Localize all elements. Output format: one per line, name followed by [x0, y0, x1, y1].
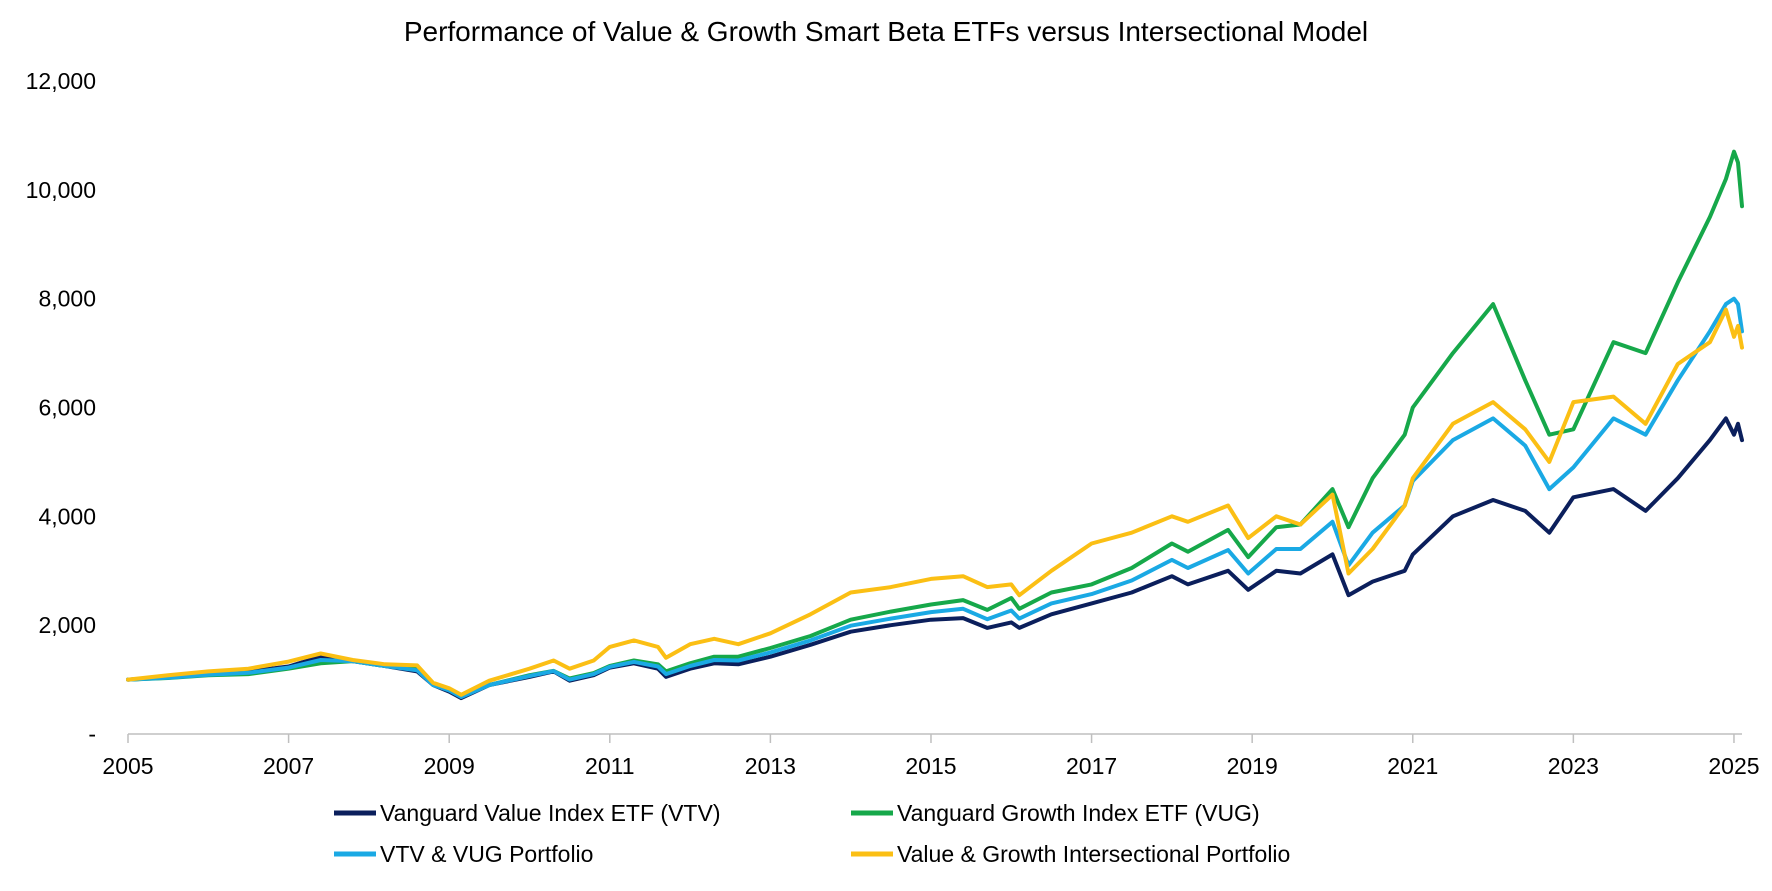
- x-tick-label: 2021: [1387, 753, 1438, 779]
- legend: Vanguard Value Index ETF (VTV) Vanguard G…: [334, 800, 1290, 867]
- legend-label-4: Value & Growth Intersectional Portfolio: [897, 841, 1290, 867]
- x-tick-label: 2025: [1708, 753, 1759, 779]
- x-tick-label: 2009: [424, 753, 475, 779]
- y-tick-label: 4,000: [38, 503, 96, 529]
- y-tick-label: 12,000: [26, 68, 96, 94]
- x-tick-label: 2023: [1548, 753, 1599, 779]
- y-tick-label: 2,000: [38, 612, 96, 638]
- x-tick-label: 2017: [1066, 753, 1117, 779]
- y-tick-label: 6,000: [38, 395, 96, 421]
- series-line-3: [126, 296, 1744, 699]
- series-line-1: [126, 416, 1744, 701]
- x-tick-label: 2011: [585, 753, 634, 779]
- legend-label-1: Vanguard Value Index ETF (VTV): [380, 800, 720, 826]
- chart-title: Performance of Value & Growth Smart Beta…: [404, 16, 1368, 47]
- x-axis-ticks: 2005 2007 2009 2011 2013 2015 2017 2019 2021 2023…: [102, 734, 1760, 779]
- x-tick-label: 2007: [263, 753, 314, 779]
- y-tick-label: -: [88, 721, 96, 747]
- y-tick-label: 10,000: [26, 177, 96, 203]
- y-axis-ticks: - 2,000 4,000 6,000 8,000 10,000 12,000: [26, 68, 96, 747]
- legend-label-2: Vanguard Growth Index ETF (VUG): [897, 800, 1260, 826]
- x-tick-label: 2019: [1227, 753, 1278, 779]
- y-tick-label: 8,000: [38, 286, 96, 312]
- x-tick-label: 2005: [102, 753, 153, 779]
- legend-label-3: VTV & VUG Portfolio: [380, 841, 593, 867]
- series-line-4: [126, 307, 1744, 697]
- x-tick-label: 2015: [905, 753, 956, 779]
- x-tick-label: 2013: [745, 753, 796, 779]
- plot-lines: [126, 149, 1744, 701]
